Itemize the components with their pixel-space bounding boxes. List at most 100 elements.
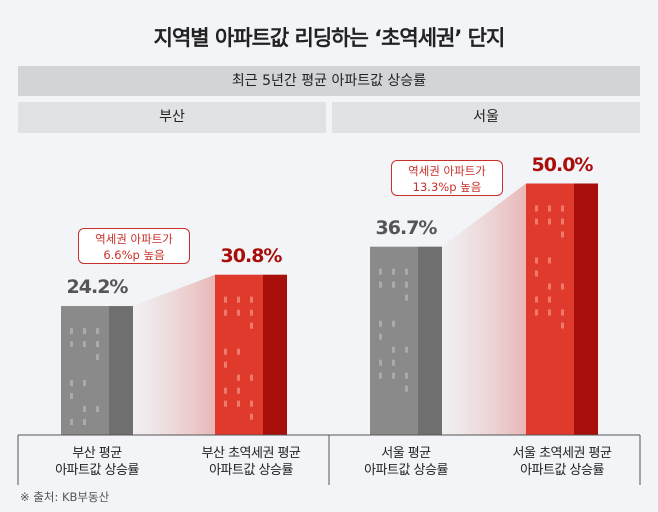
window [83,380,86,387]
bar [61,306,109,435]
window [250,309,253,316]
window [548,218,551,225]
window [561,283,564,290]
category-label: 부산 초역세권 평균 아파트값 상승률 [171,445,331,479]
annotation-line: 역세권 아파트가 [408,164,486,178]
annotation-line: 6.6%p 높음 [103,248,165,262]
source-note: ※ 출처: KB부동산 [20,490,110,504]
window [224,309,227,316]
window [250,413,253,420]
window [535,296,538,303]
window [237,309,240,316]
window [83,406,86,413]
window [250,322,253,329]
annotation-seoul: 역세권 아파트가 13.3%p 높음 [391,160,503,196]
window [224,387,227,394]
window [70,380,73,387]
annotation-line: 13.3%p 높음 [412,180,482,194]
window [379,320,382,327]
category-label: 서울 평균 아파트값 상승률 [326,445,486,479]
chart-title: 지역별 아파트값 리딩하는 ‘초역세권’ 단지 [153,26,506,50]
window [379,268,382,275]
window [405,281,408,288]
window [224,296,227,303]
window [535,218,538,225]
window [224,361,227,368]
category-line: 서울 평균 [381,446,431,461]
category-line: 아파트값 상승률 [520,463,604,478]
bar [526,183,574,435]
window [548,283,551,290]
window [392,281,395,288]
value-label: 36.7% [375,216,438,239]
annotation-busan: 역세권 아파트가 6.6%p 높음 [78,228,190,264]
window [535,257,538,264]
window [96,341,99,348]
window [237,348,240,355]
window [379,372,382,379]
window [561,205,564,212]
window [237,387,240,394]
window [224,348,227,355]
window [535,270,538,277]
category-label: 서울 초역세권 평균 아파트값 상승률 [482,445,642,479]
window [70,393,73,400]
window [83,341,86,348]
window [83,328,86,335]
group-header-busan: 부산 [18,102,326,133]
window [548,257,551,264]
window [237,400,240,407]
window [70,419,73,426]
window [561,218,564,225]
window [96,406,99,413]
window [561,231,564,238]
value-label: 24.2% [66,276,129,299]
window [250,296,253,303]
window [379,359,382,366]
window [548,309,551,316]
window [548,205,551,212]
window [405,294,408,301]
category-line: 부산 평균 [72,446,122,461]
window [83,419,86,426]
window [70,328,73,335]
bar [370,246,418,435]
window [405,385,408,392]
window [237,374,240,381]
category-line: 아파트값 상승률 [209,463,293,478]
value-label: 30.8% [220,244,283,267]
window [561,309,564,316]
window [250,400,253,407]
annotation-line: 역세권 아파트가 [95,232,173,246]
window [379,333,382,340]
window [250,374,253,381]
window [96,354,99,361]
window [535,205,538,212]
window [96,328,99,335]
category-line: 서울 초역세권 평균 [512,446,612,461]
bar-side [418,246,442,435]
window [224,400,227,407]
category-line: 부산 초역세권 평균 [201,446,301,461]
growth-connector [133,274,215,435]
category-line: 아파트값 상승률 [364,463,448,478]
window [392,359,395,366]
chart-subtitle: 최근 5년간 평균 아파트값 상승률 [18,66,640,96]
window [405,372,408,379]
window [392,268,395,275]
growth-connector [442,183,526,435]
window [548,296,551,303]
bar-side [263,274,287,435]
window [70,341,73,348]
bar-side [574,183,598,435]
window [535,309,538,316]
window [405,346,408,353]
group-header-seoul: 서울 [332,102,640,133]
value-label: 50.0% [531,153,594,176]
window [405,268,408,275]
window [237,296,240,303]
window [392,320,395,327]
window [561,322,564,329]
